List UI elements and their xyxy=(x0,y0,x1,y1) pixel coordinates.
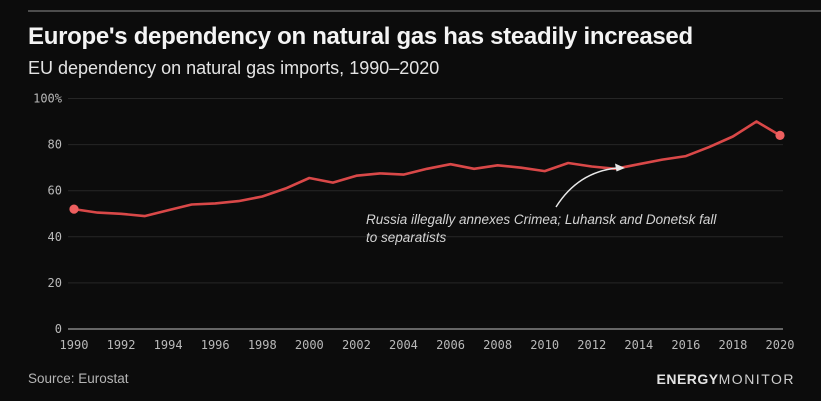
y-tick-label: 40 xyxy=(48,230,62,244)
x-tick-label: 1992 xyxy=(107,338,136,352)
dependency-line xyxy=(72,120,782,218)
energy-monitor-logo: ENERGYMONITOR xyxy=(657,371,795,387)
x-tick-label: 2020 xyxy=(766,338,795,352)
event-annotation: Russia illegally annexes Crimea; Luhansk… xyxy=(366,211,716,247)
chart-subtitle: EU dependency on natural gas imports, 19… xyxy=(28,58,440,78)
endpoint-dot-2020 xyxy=(775,130,785,140)
annotation-arrow xyxy=(555,163,625,208)
x-tick-label: 2000 xyxy=(295,338,324,352)
y-axis-labels: 0 20 40 60 80 100% xyxy=(33,92,63,337)
logo-energy: ENERGY xyxy=(656,371,719,387)
logo-monitor: MONITOR xyxy=(718,371,795,387)
annotation-line-1: Russia illegally annexes Crimea; Luhansk… xyxy=(366,212,717,227)
x-tick-label: 1996 xyxy=(201,338,230,352)
x-tick-label: 2012 xyxy=(577,338,606,352)
x-tick-label: 2004 xyxy=(389,338,418,352)
x-tick-label: 1998 xyxy=(248,338,277,352)
x-tick-label: 1994 xyxy=(154,338,183,352)
x-tick-label: 2002 xyxy=(342,338,371,352)
source-credit: Source: Eurostat xyxy=(28,371,129,386)
x-tick-label: 2010 xyxy=(530,338,559,352)
annotation-line-2: to separatists xyxy=(366,230,447,245)
x-tick-label: 2014 xyxy=(624,338,653,352)
x-axis-labels: 1990 1992 1994 1996 1998 2000 2002 2004 2006 2008… xyxy=(60,338,795,352)
endpoint-dot-1990 xyxy=(69,204,79,214)
x-tick-label: 2018 xyxy=(718,338,747,352)
y-tick-label: 0 xyxy=(55,322,62,336)
chart-title: Europe's dependency on natural gas has s… xyxy=(28,23,693,50)
x-tick-label: 2006 xyxy=(436,338,465,352)
top-divider xyxy=(28,10,821,12)
x-tick-label: 2016 xyxy=(671,338,700,352)
arrow-curve xyxy=(555,167,618,208)
y-tick-label: 60 xyxy=(48,184,62,198)
x-tick-label: 1990 xyxy=(60,338,89,352)
x-tick-label: 2008 xyxy=(483,338,512,352)
y-tick-label: 100% xyxy=(33,92,63,106)
gridlines xyxy=(68,98,783,330)
y-tick-label: 80 xyxy=(48,138,62,152)
arrow-head xyxy=(615,163,625,172)
y-tick-label: 20 xyxy=(48,276,62,290)
